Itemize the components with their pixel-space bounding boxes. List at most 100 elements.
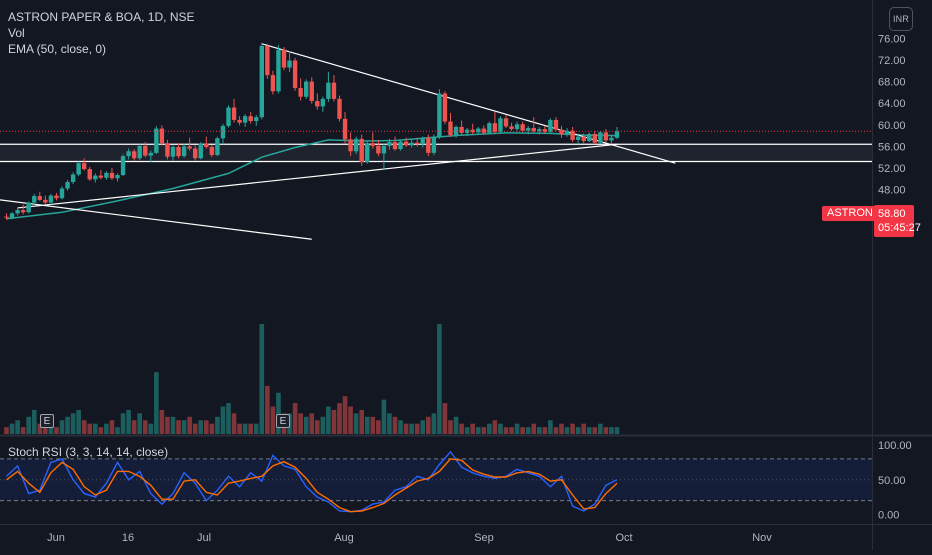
volume-bar (381, 399, 387, 434)
candle-body (514, 124, 520, 130)
volume-bar (392, 416, 398, 434)
volume-bar (586, 427, 592, 434)
candle-body (143, 145, 148, 156)
volume-bar (353, 413, 359, 434)
candle-body (298, 88, 303, 97)
volume-bar (376, 420, 381, 434)
candle-body (54, 195, 59, 199)
price-axis-tick: 76.00 (878, 33, 906, 45)
candle-body (498, 118, 503, 132)
volume-bar (614, 427, 620, 434)
volume-bar (87, 423, 93, 434)
volume-bar (226, 403, 231, 434)
stoch-axis-tick: 100.00 (878, 440, 912, 452)
candle-body (237, 119, 242, 123)
legend-ema[interactable]: EMA (50, close, 0) (8, 42, 107, 56)
price-axis-tick: 52.00 (878, 163, 906, 175)
volume-bar (348, 406, 353, 434)
volume-bar (453, 416, 459, 434)
volume-bar (487, 423, 492, 434)
candle-body (265, 45, 270, 76)
volume-bar (265, 385, 270, 434)
volume-bar (298, 413, 303, 434)
candle-body (315, 101, 320, 107)
candle-body (148, 152, 153, 156)
candle-body (553, 119, 559, 130)
candle-body (581, 136, 586, 141)
candle-body (537, 129, 542, 132)
volume-bar (315, 420, 320, 434)
volume-bar (209, 423, 215, 434)
candle-body (376, 145, 381, 154)
volume-bar (320, 416, 326, 434)
volume-bar (215, 416, 220, 434)
volume-bar (204, 420, 209, 434)
earnings-event-marker[interactable]: E (40, 414, 54, 428)
candle-body (120, 156, 126, 176)
candle-body (481, 128, 486, 133)
candle-body (32, 196, 37, 203)
volume-bar (187, 416, 192, 434)
candle-body (448, 121, 453, 136)
candle-body (304, 81, 309, 97)
candle-body (459, 126, 464, 133)
time-axis-tick: Nov (752, 532, 772, 544)
candle-body (420, 137, 425, 145)
candle-body (159, 128, 165, 144)
volume-bar (431, 413, 437, 434)
candle-body (559, 129, 564, 135)
volume-bar (520, 427, 525, 434)
candle-body (198, 143, 203, 159)
candle-body (487, 123, 492, 133)
volume-bar (270, 406, 276, 434)
candle-body (476, 128, 481, 133)
volume-bar (442, 403, 448, 434)
volume-bar (370, 416, 376, 434)
stoch-axis-tick: 0.00 (878, 510, 899, 522)
volume-bar (437, 324, 442, 434)
candle-body (137, 145, 142, 159)
volume-bar (309, 413, 315, 434)
legend-symbol[interactable]: ASTRON PAPER & BOA, 1D, NSE (8, 10, 195, 24)
candle-body (87, 169, 92, 180)
candle-body (320, 98, 326, 107)
last-price-value: 58.80 (878, 208, 906, 220)
candle-body (115, 175, 120, 179)
volume-bar (231, 413, 237, 434)
candle-body (287, 60, 292, 68)
candle-body (381, 145, 387, 154)
volume-bar (342, 396, 348, 434)
symbol-price-tag: ASTRON (822, 206, 878, 221)
volume-bar (553, 427, 559, 434)
candle-body (104, 172, 109, 178)
candle-body (609, 137, 614, 141)
candle-body (603, 132, 609, 141)
candle-body (431, 136, 437, 153)
volume-bar (387, 413, 392, 434)
price-axis-tick: 72.00 (878, 55, 906, 67)
earnings-event-marker[interactable]: E (276, 414, 290, 428)
candle-body (4, 216, 9, 218)
volume-bar (37, 423, 43, 434)
candle-body (70, 174, 76, 183)
candle-body (503, 118, 509, 127)
volume-bar (154, 372, 159, 434)
volume-bar (609, 427, 614, 434)
volume-bar (259, 324, 265, 434)
candle-body (531, 128, 536, 132)
stoch-rsi-label[interactable]: Stoch RSI (3, 3, 14, 14, close) (8, 445, 169, 459)
volume-bar (81, 420, 87, 434)
volume-bar (276, 392, 281, 434)
currency-badge[interactable]: INR (889, 7, 913, 31)
volume-bar (59, 420, 65, 434)
legend-volume[interactable]: Vol (8, 26, 25, 40)
volume-bar (70, 413, 76, 434)
candle-body (59, 188, 65, 199)
volume-bar (4, 427, 9, 434)
candle-body (231, 107, 237, 120)
last-price-tag: 58.80 05:45:27 (874, 205, 921, 237)
candle-body (248, 116, 253, 122)
candle-body (526, 128, 531, 131)
